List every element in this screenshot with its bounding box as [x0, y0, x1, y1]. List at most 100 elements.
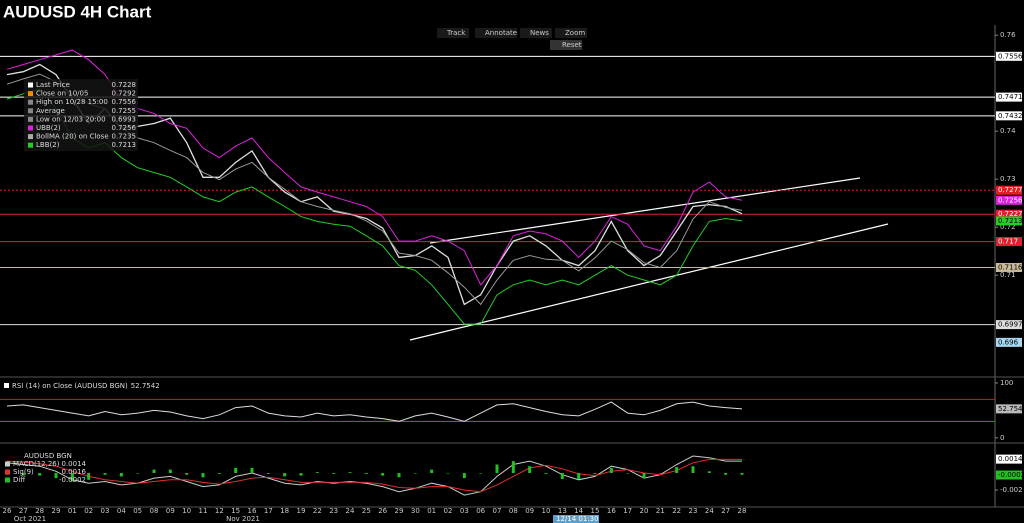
- toolbar-button[interactable]: [437, 28, 469, 38]
- toolbar-button-label[interactable]: Zoom: [565, 29, 585, 37]
- legend-label: High on 10/28 15:00: [36, 98, 108, 106]
- level-label: 0.717: [998, 238, 1018, 246]
- diff-bar: [38, 473, 42, 476]
- diff-bar: [332, 473, 336, 474]
- toolbar-button-label[interactable]: Annotate: [485, 29, 517, 37]
- y-tick-label: 0.76: [1000, 31, 1016, 39]
- macd-title: AUDUSD BGN: [24, 452, 72, 460]
- rsi-title-swatch: [4, 383, 9, 388]
- x-tick-label: 18: [280, 507, 289, 515]
- y-tick-label: 0.74: [1000, 127, 1016, 135]
- trend-channel-upper: [429, 177, 861, 244]
- diff-bar: [168, 469, 172, 474]
- legend-swatch: [28, 108, 33, 114]
- x-tick-label: 27: [721, 507, 730, 515]
- level-label-box: [996, 195, 1022, 205]
- legend-swatch: [5, 461, 10, 467]
- month-label: Oct 2021: [14, 515, 46, 523]
- rsi-last: 52.7542: [131, 382, 160, 390]
- diff-bar: [87, 473, 91, 480]
- x-tick-label: 12: [215, 507, 224, 515]
- x-tick-label: 15: [591, 507, 600, 515]
- x-tick-label: 17: [264, 507, 273, 515]
- macd-last-label-box: [996, 454, 1022, 464]
- legend-value: 0.7228: [112, 81, 137, 89]
- chart-title: AUDUSD 4H Chart: [3, 2, 152, 21]
- diff-bar: [511, 461, 515, 474]
- legend-label: UBB(2): [36, 124, 61, 132]
- legend-label: BollMA (20) on Close: [36, 133, 109, 141]
- legend-swatch: [28, 82, 33, 88]
- toolbar-button[interactable]: [475, 28, 517, 38]
- level-label: 0.7116: [998, 263, 1023, 271]
- diff-bar: [479, 473, 483, 474]
- level-label: 0.7432: [998, 112, 1023, 120]
- legend-swatch: [28, 116, 33, 122]
- diff-bar: [593, 473, 597, 474]
- x-tick-label: 14: [574, 507, 583, 515]
- x-tick-label: 17: [623, 507, 632, 515]
- diff-bar: [152, 469, 156, 474]
- legend-value: 0.7556: [112, 98, 137, 106]
- x-tick-label: 09: [166, 507, 175, 515]
- x-tick-label: 29: [395, 507, 404, 515]
- series-line: [6, 455, 742, 496]
- diff-bar: [299, 473, 303, 476]
- legend-swatch: [28, 142, 33, 148]
- x-tick-label: 26: [378, 507, 387, 515]
- level-label-box: [996, 216, 1022, 226]
- x-tick-label: 23: [689, 507, 698, 515]
- legend-value: 0.7292: [112, 90, 137, 98]
- level-label-box: [996, 92, 1022, 102]
- level-label-box: [996, 111, 1022, 121]
- x-tick-label: 10: [182, 507, 191, 515]
- legend-label: Diff: [13, 476, 25, 484]
- x-tick-label: 27: [19, 507, 28, 515]
- diff-bar: [707, 471, 711, 474]
- diff-bar: [185, 473, 189, 475]
- diff-bar: [397, 473, 401, 478]
- y-tick-label: 0.73: [1000, 175, 1016, 183]
- x-tick-label: 23: [329, 507, 338, 515]
- x-tick-label: 10: [542, 507, 551, 515]
- legend-box: [24, 79, 138, 151]
- toolbar-button[interactable]: [520, 28, 552, 38]
- reset-button[interactable]: [550, 40, 582, 50]
- diff-bar: [560, 473, 564, 479]
- rsi-title: RSI (14) on Close (AUDUSD BGN): [12, 382, 128, 390]
- diff-bar: [446, 473, 450, 474]
- toolbar-button-label[interactable]: News: [530, 29, 549, 37]
- toolbar-button[interactable]: [555, 28, 587, 38]
- x-tick-label: 03: [460, 507, 469, 515]
- diff-bar: [675, 467, 679, 474]
- x-tick-label: 01: [68, 507, 77, 515]
- level-label: 0.696: [998, 338, 1019, 346]
- x-tick-label: 30: [411, 507, 420, 515]
- reset-button-label[interactable]: Reset: [562, 41, 582, 49]
- y-tick-label: -0.002: [1000, 486, 1023, 494]
- legend-value: 0.6993: [112, 115, 137, 123]
- level-label-box: [996, 337, 1022, 347]
- x-tick-label: 02: [84, 507, 93, 515]
- x-tick-label: 25: [362, 507, 371, 515]
- legend-value: 0.0016: [62, 468, 87, 476]
- x-tick-label: 16: [607, 507, 616, 515]
- x-tick-label: 16: [248, 507, 257, 515]
- x-tick-label: 11: [199, 507, 208, 515]
- x-tick-label: 08: [150, 507, 159, 515]
- toolbar-button-label[interactable]: Track: [446, 29, 466, 37]
- legend-label: Low on 12/03 20:00: [36, 115, 106, 123]
- diff-bar: [626, 473, 630, 474]
- level-label-box: [996, 185, 1022, 195]
- diff-bar: [21, 473, 25, 476]
- legend-swatch: [5, 469, 10, 475]
- diff-bar: [495, 464, 499, 474]
- legend-label: LBB(2): [36, 141, 60, 149]
- legend-swatch: [28, 134, 33, 140]
- diff-bar: [217, 473, 221, 474]
- level-label-box: [996, 262, 1022, 272]
- diff-bar: [103, 473, 107, 475]
- diff-bar: [364, 473, 368, 474]
- x-tick-label: 05: [133, 507, 142, 515]
